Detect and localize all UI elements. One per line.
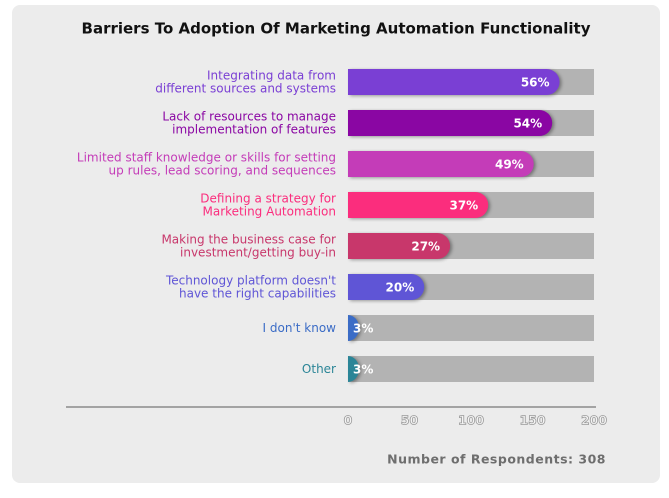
bar	[348, 151, 534, 177]
category-label: Technology platform doesn't have the righ…	[165, 273, 336, 300]
bar	[348, 274, 425, 300]
x-tick-label: 100	[458, 413, 484, 428]
bar	[348, 356, 360, 382]
bar	[348, 110, 553, 136]
value-label: 37%	[449, 199, 478, 213]
value-label: 54%	[513, 117, 542, 131]
footer: Number of Respondents: 308	[387, 452, 606, 467]
category-label: Other	[302, 362, 336, 376]
category-label: I don't know	[263, 321, 337, 335]
x-tick-label: 0	[344, 413, 353, 428]
track	[348, 356, 594, 382]
track	[348, 315, 594, 341]
category-label: Integrating data from different sources a…	[155, 68, 336, 95]
x-tick-label: 200	[581, 413, 607, 428]
chart-title: Barriers To Adoption Of Marketing Automa…	[82, 20, 591, 38]
value-label: 3%	[353, 322, 373, 336]
x-tick-label: 150	[519, 413, 545, 428]
bar	[348, 233, 451, 259]
category-label: Lack of resources to manage implementatio…	[162, 109, 336, 136]
bar	[348, 192, 489, 218]
value-label: 3%	[353, 363, 373, 377]
bar	[348, 69, 560, 95]
value-label: 56%	[521, 76, 550, 90]
category-label: Making the business case for investment/g…	[161, 232, 336, 259]
value-label: 20%	[386, 281, 415, 295]
category-label: Defining a strategy for Marketing Automat…	[200, 191, 336, 218]
x-tick-label: 50	[401, 413, 419, 428]
category-label: Limited staff knowledge or skills for se…	[77, 150, 336, 177]
bar	[348, 315, 360, 341]
value-label: 49%	[495, 158, 524, 172]
value-label: 27%	[411, 240, 440, 254]
